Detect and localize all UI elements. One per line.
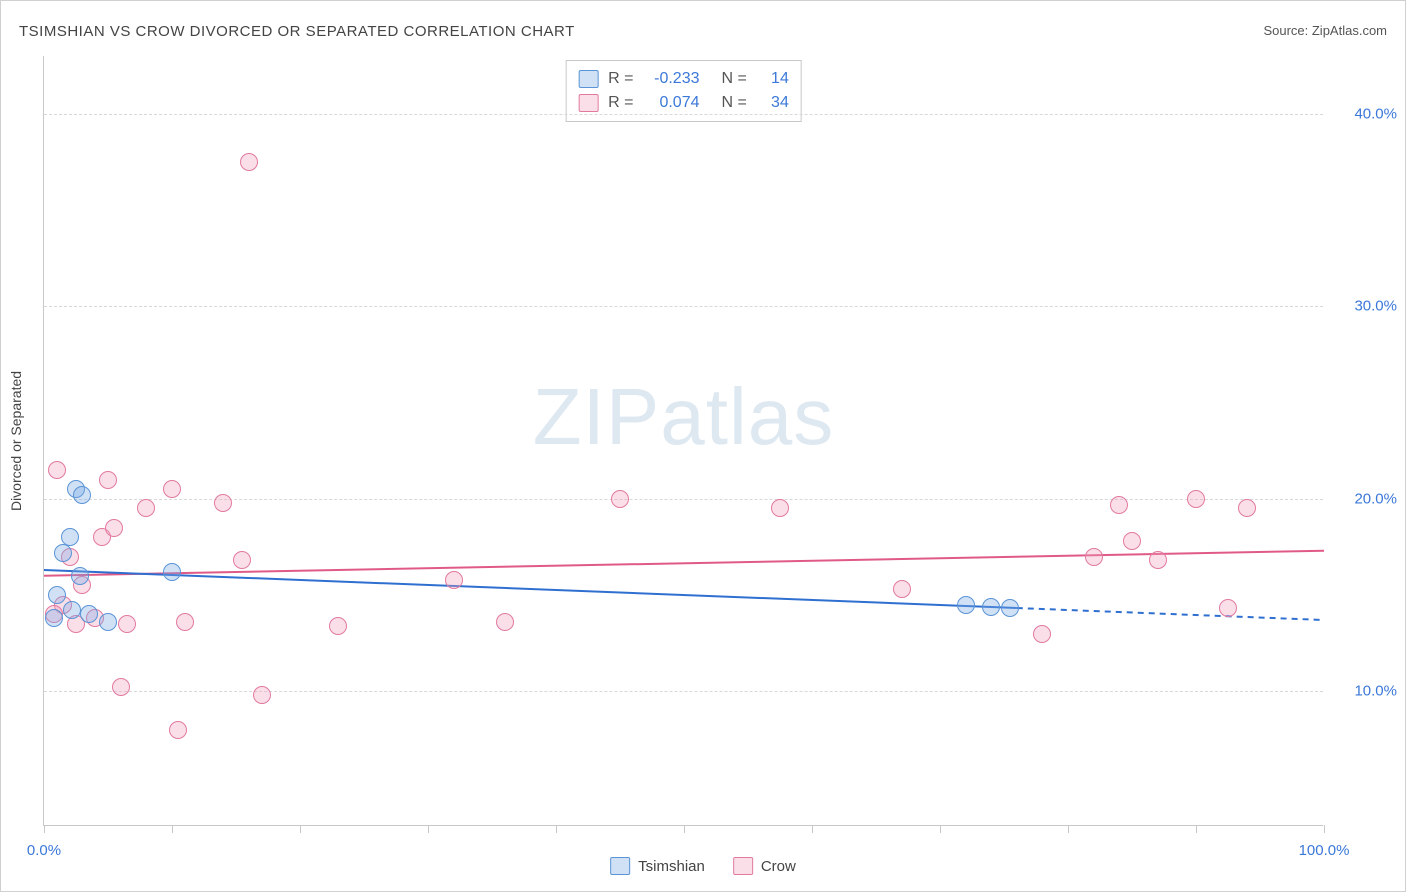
data-point-tsimshian	[957, 596, 975, 614]
gridline	[44, 306, 1323, 307]
data-point-tsimshian	[73, 486, 91, 504]
stats-legend-box: R = -0.233 N = 14 R = 0.074 N = 34	[565, 60, 802, 122]
data-point-crow	[214, 494, 232, 512]
data-point-crow	[253, 686, 271, 704]
y-tick-label: 40.0%	[1354, 105, 1397, 122]
x-tick	[556, 825, 557, 833]
data-point-crow	[1187, 490, 1205, 508]
data-point-crow	[1110, 496, 1128, 514]
data-point-crow	[137, 499, 155, 517]
legend-swatch-crow	[578, 94, 598, 112]
legend-item-crow: Crow	[733, 857, 796, 875]
x-tick	[1196, 825, 1197, 833]
data-point-crow	[893, 580, 911, 598]
data-point-tsimshian	[63, 601, 81, 619]
data-point-tsimshian	[71, 567, 89, 585]
gridline	[44, 114, 1323, 115]
data-point-crow	[48, 461, 66, 479]
n-value: 14	[757, 67, 789, 91]
data-point-crow	[176, 613, 194, 631]
data-point-crow	[1149, 551, 1167, 569]
data-point-crow	[112, 678, 130, 696]
r-value: -0.233	[644, 67, 700, 91]
r-value: 0.074	[644, 91, 700, 115]
data-point-tsimshian	[54, 544, 72, 562]
data-point-crow	[169, 721, 187, 739]
x-tick-label: 100.0%	[1299, 842, 1350, 859]
legend-swatch-tsimshian	[610, 857, 630, 875]
data-point-crow	[1033, 625, 1051, 643]
data-point-crow	[163, 480, 181, 498]
y-axis-label: Divorced or Separated	[8, 370, 24, 510]
gridline	[44, 499, 1323, 500]
plot-area: Divorced or Separated ZIPatlas R =-0.233…	[43, 56, 1323, 826]
x-tick	[172, 825, 173, 833]
n-label: N =	[722, 91, 747, 115]
bottom-legend: Tsimshian Crow	[610, 857, 796, 875]
y-tick-label: 20.0%	[1354, 490, 1397, 507]
data-point-crow	[1219, 599, 1237, 617]
x-tick-label: 0.0%	[27, 842, 61, 859]
data-point-tsimshian	[80, 605, 98, 623]
data-point-crow	[329, 617, 347, 635]
data-point-crow	[1085, 548, 1103, 566]
n-value: 34	[757, 91, 789, 115]
trend-lines-svg	[44, 56, 1323, 825]
chart-title: TSIMSHIAN VS CROW DIVORCED OR SEPARATED …	[19, 23, 575, 40]
data-point-crow	[611, 490, 629, 508]
data-point-crow	[1238, 499, 1256, 517]
trend-line-tsimshian	[44, 570, 1017, 608]
data-point-tsimshian	[45, 609, 63, 627]
y-tick-label: 10.0%	[1354, 683, 1397, 700]
stats-row-crow: R = 0.074 N = 34	[578, 91, 789, 115]
x-tick	[44, 825, 45, 833]
x-tick	[684, 825, 685, 833]
x-tick	[812, 825, 813, 833]
x-tick	[940, 825, 941, 833]
data-point-crow	[105, 519, 123, 537]
data-point-crow	[233, 551, 251, 569]
data-point-crow	[99, 471, 117, 489]
r-label: R =	[608, 67, 633, 91]
data-point-crow	[445, 571, 463, 589]
x-tick	[428, 825, 429, 833]
legend-item-tsimshian: Tsimshian	[610, 857, 705, 875]
x-tick	[1068, 825, 1069, 833]
data-point-tsimshian	[982, 598, 1000, 616]
data-point-crow	[496, 613, 514, 631]
x-tick	[300, 825, 301, 833]
legend-label: Crow	[761, 858, 796, 875]
data-point-crow	[1123, 532, 1141, 550]
trend-line-tsimshian	[1017, 608, 1324, 620]
data-point-tsimshian	[1001, 599, 1019, 617]
x-tick	[1324, 825, 1325, 833]
data-point-crow	[771, 499, 789, 517]
legend-label: Tsimshian	[638, 858, 705, 875]
y-tick-label: 30.0%	[1354, 298, 1397, 315]
data-point-tsimshian	[99, 613, 117, 631]
gridline	[44, 691, 1323, 692]
source-label: Source: ZipAtlas.com	[1263, 23, 1387, 38]
r-label: R =	[608, 91, 633, 115]
legend-swatch-crow	[733, 857, 753, 875]
n-label: N =	[722, 67, 747, 91]
data-point-crow	[240, 153, 258, 171]
data-point-tsimshian	[48, 586, 66, 604]
data-point-crow	[118, 615, 136, 633]
data-point-tsimshian	[163, 563, 181, 581]
chart-container: TSIMSHIAN VS CROW DIVORCED OR SEPARATED …	[0, 0, 1406, 892]
legend-swatch-tsimshian	[578, 70, 598, 88]
stats-row-tsimshian: R = -0.233 N = 14	[578, 67, 789, 91]
